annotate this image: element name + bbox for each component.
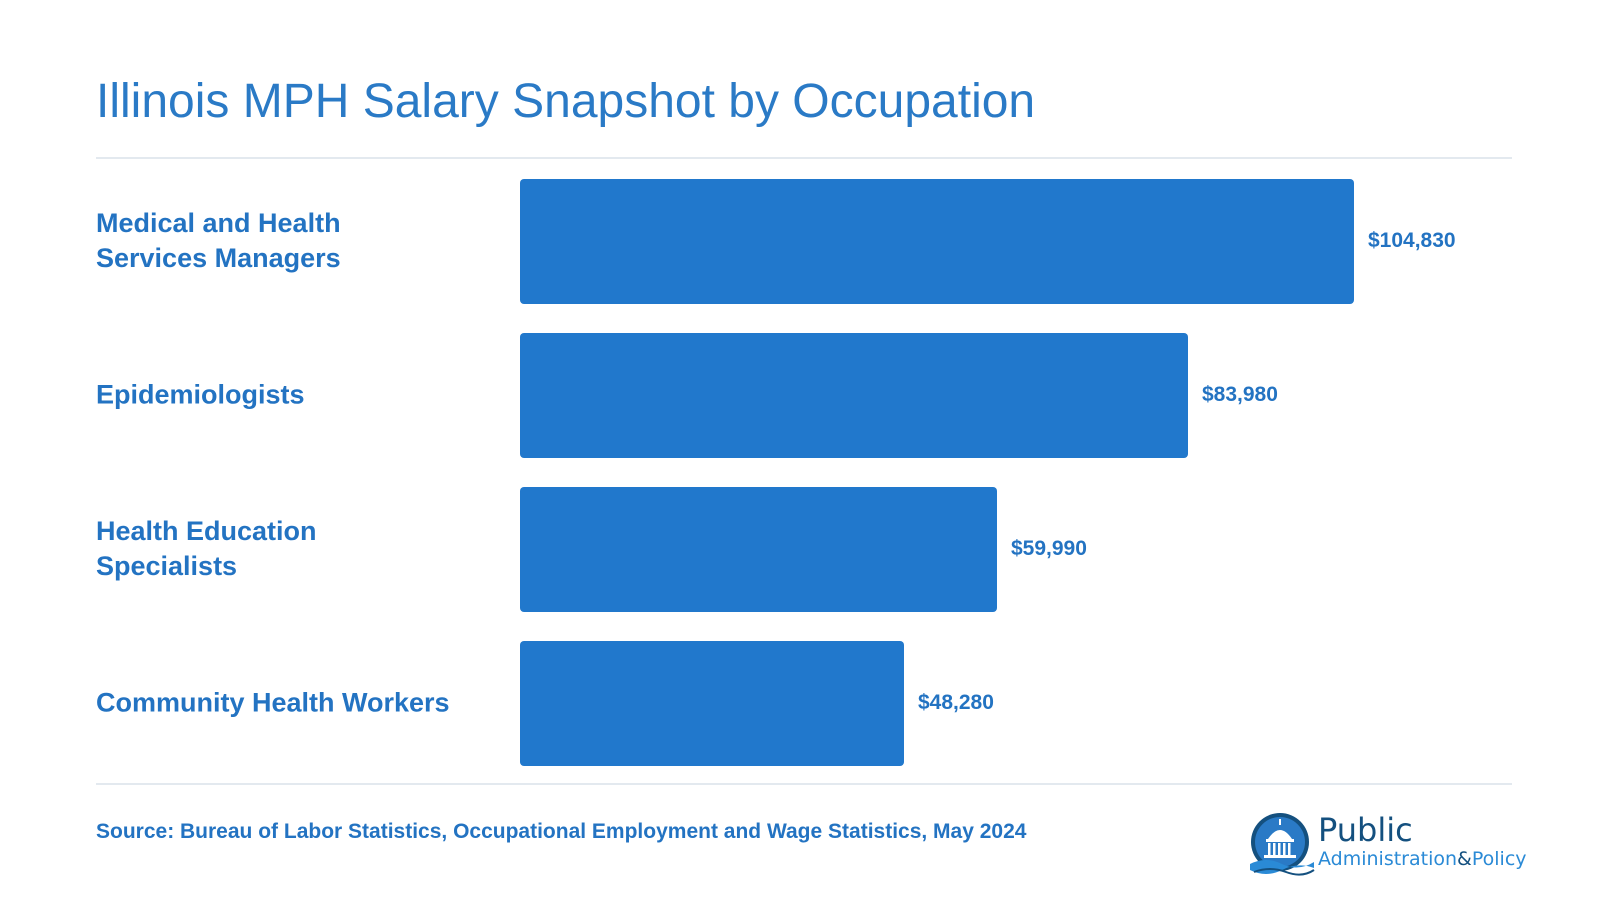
logo-wordmark-public: Public (1318, 811, 1413, 849)
source-note: Source: Bureau of Labor Statistics, Occu… (96, 820, 1027, 843)
category-label-line: Specialists (96, 551, 238, 581)
bar (520, 178, 1354, 304)
header-divider (96, 157, 1512, 159)
footer-divider (96, 783, 1512, 785)
category-label-line: Community Health Workers (96, 687, 450, 718)
publisher-logo: Public Administration&Policy (1248, 811, 1527, 878)
chart-title: Illinois MPH Salary Snapshot by Occupati… (96, 75, 1036, 128)
category-label: Health Education Specialists (96, 514, 516, 584)
logo-wordmark-policy: Policy (1471, 848, 1527, 870)
logo-wordmark-administration: Administration (1318, 848, 1458, 870)
logo-wordmark-subline: Administration&Policy (1318, 848, 1527, 870)
category-label: Medical and Health Services Managers (96, 206, 516, 276)
category-label: Epidemiologists (96, 378, 516, 413)
bar-value-label: $83,980 (1202, 383, 1278, 406)
bar-value-label: $104,830 (1368, 229, 1456, 252)
bar (520, 640, 904, 766)
bar (520, 486, 997, 612)
bar (520, 332, 1188, 458)
bar-value-label: $59,990 (1011, 537, 1087, 560)
bar-value-label: $48,280 (918, 691, 994, 714)
logo-wordmark-ampersand: & (1457, 848, 1472, 870)
capitol-dome-icon (1250, 813, 1315, 876)
category-label-line: Epidemiologists (96, 379, 305, 410)
category-label-line: Health Education (96, 516, 317, 546)
category-label-line: Services Managers (96, 243, 341, 273)
category-label-line: Medical and Health (96, 208, 341, 238)
category-label: Community Health Workers (96, 686, 516, 721)
